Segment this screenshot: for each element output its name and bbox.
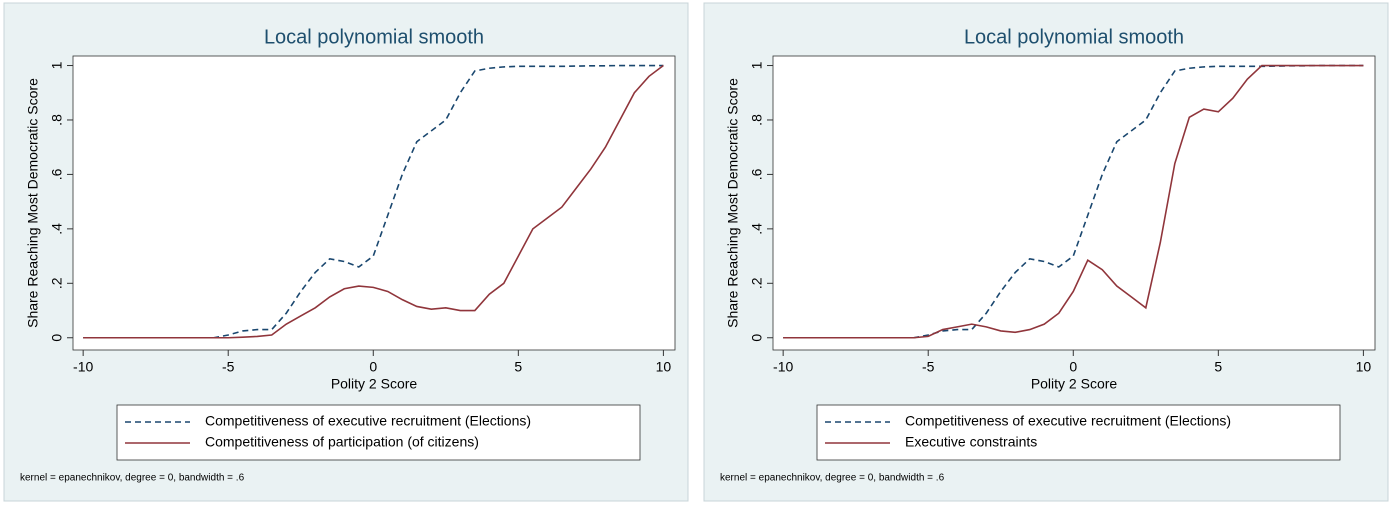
x-tick-label: -5 xyxy=(222,359,235,375)
note: kernel = epanechnikov, degree = 0, bandw… xyxy=(720,473,945,484)
x-tick-label: 5 xyxy=(514,359,522,375)
y-tick-label: .8 xyxy=(749,114,765,126)
y-tick-label: 1 xyxy=(749,61,765,69)
y-axis-label: Share Reaching Most Democratic Score xyxy=(25,78,41,328)
y-tick-label: .2 xyxy=(49,277,65,289)
y-tick-label: .6 xyxy=(749,168,765,180)
legend-label: Competitiveness of participation (of cit… xyxy=(205,434,479,450)
legend xyxy=(816,404,1341,461)
note: kernel = epanechnikov, degree = 0, bandw… xyxy=(20,473,245,484)
chart-title: Local polynomial smooth xyxy=(264,26,484,48)
x-axis-label: Polity 2 Score xyxy=(331,376,418,392)
plot-area xyxy=(772,55,1376,351)
series-line xyxy=(783,64,1364,339)
x-axis-label: Polity 2 Score xyxy=(1031,376,1118,392)
y-tick-label: 0 xyxy=(49,334,65,342)
x-tick-label: 0 xyxy=(369,359,377,375)
legend-label: Competitiveness of executive recruitment… xyxy=(905,413,1231,429)
x-tick-label: -5 xyxy=(922,359,935,375)
y-tick-label: 0 xyxy=(749,334,765,342)
y-tick-label: .6 xyxy=(49,168,65,180)
x-tick-label: -10 xyxy=(773,359,793,375)
series-line xyxy=(83,64,664,339)
x-tick-label: 0 xyxy=(1069,359,1077,375)
x-tick-label: 10 xyxy=(1356,359,1372,375)
y-tick-label: .8 xyxy=(49,114,65,126)
x-tick-label: 5 xyxy=(1214,359,1222,375)
legend-label: Competitiveness of executive recruitment… xyxy=(205,413,531,429)
x-tick-label: -10 xyxy=(73,359,93,375)
y-tick-label: .4 xyxy=(49,223,65,235)
x-tick-label: 10 xyxy=(656,359,672,375)
legend-label: Executive constraints xyxy=(905,434,1037,450)
plot-area xyxy=(72,55,676,351)
legend xyxy=(116,404,641,461)
y-tick-label: .4 xyxy=(749,223,765,235)
y-axis-label: Share Reaching Most Democratic Score xyxy=(725,78,741,328)
y-tick-label: 1 xyxy=(49,61,65,69)
chart-title: Local polynomial smooth xyxy=(964,26,1184,48)
y-tick-label: .2 xyxy=(749,277,765,289)
